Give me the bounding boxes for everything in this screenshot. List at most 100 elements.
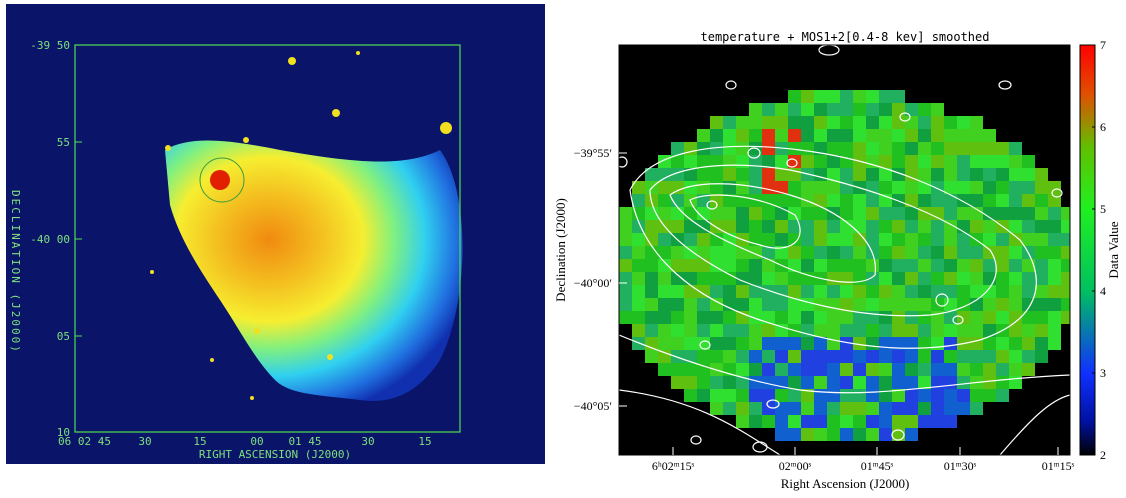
temperature-cell	[970, 285, 983, 298]
temperature-cell	[931, 246, 944, 259]
temperature-cell	[879, 155, 892, 168]
temperature-cell	[879, 168, 892, 181]
temperature-cell	[827, 324, 840, 337]
temperature-cell	[736, 324, 749, 337]
temperature-cell	[1048, 272, 1061, 285]
temperature-cell	[918, 194, 931, 207]
temperature-cell	[905, 207, 918, 220]
temperature-cell	[892, 389, 905, 402]
temperature-cell	[788, 207, 801, 220]
temperature-cell	[840, 220, 853, 233]
temperature-cell	[645, 311, 658, 324]
contours	[619, 45, 1070, 455]
temperature-cell	[788, 285, 801, 298]
temperature-cell	[931, 142, 944, 155]
temperature-cell	[814, 415, 827, 428]
temperature-cell	[814, 350, 827, 363]
x-tick-label: 15	[418, 435, 431, 448]
temperature-cell	[736, 116, 749, 129]
temperature-cell	[957, 324, 970, 337]
temperature-cell	[671, 272, 684, 285]
temperature-cell	[853, 233, 866, 246]
temperature-cell	[866, 389, 879, 402]
temperature-cell	[853, 259, 866, 272]
temperature-cell	[892, 90, 905, 103]
temperature-cell	[788, 259, 801, 272]
temperature-cell	[762, 116, 775, 129]
temperature-cell	[996, 168, 1009, 181]
colorbar-tick-label: 6	[1100, 120, 1106, 134]
temperature-cell	[970, 116, 983, 129]
temperature-cell	[931, 324, 944, 337]
temperature-cell	[1022, 324, 1035, 337]
temperature-cell	[866, 311, 879, 324]
temperature-cell	[814, 428, 827, 441]
temperature-cell	[892, 376, 905, 389]
temperature-cell	[853, 363, 866, 376]
temperature-cell	[775, 103, 788, 116]
temperature-cell	[970, 194, 983, 207]
temperature-cell	[944, 311, 957, 324]
temperature-cell	[775, 337, 788, 350]
temperature-cell	[905, 311, 918, 324]
temperature-cell	[879, 285, 892, 298]
temperature-cell	[944, 181, 957, 194]
temperature-cell	[931, 220, 944, 233]
temperature-cell	[931, 285, 944, 298]
temperature-cell	[788, 298, 801, 311]
temperature-cell	[866, 220, 879, 233]
temperature-cell	[723, 207, 736, 220]
temperature-cell	[723, 181, 736, 194]
temperature-cell	[736, 363, 749, 376]
temperature-cell	[723, 272, 736, 285]
temperature-cell	[645, 259, 658, 272]
right-frame	[618, 44, 1071, 456]
temperature-cell	[814, 285, 827, 298]
x-tick-label: 30	[361, 435, 374, 448]
temperature-cell	[983, 350, 996, 363]
temperature-cell	[970, 168, 983, 181]
temperature-cell	[762, 402, 775, 415]
temperature-cell	[710, 298, 723, 311]
temperature-cell	[853, 298, 866, 311]
temperature-cell	[931, 103, 944, 116]
temperature-cell	[684, 246, 697, 259]
temperature-cell	[931, 168, 944, 181]
temperature-cell	[619, 220, 632, 233]
temperature-cell	[983, 337, 996, 350]
temperature-cell	[645, 350, 658, 363]
temperature-cell	[788, 363, 801, 376]
temperature-cell	[892, 272, 905, 285]
temperature-cell	[905, 116, 918, 129]
temperature-cell	[775, 415, 788, 428]
temperature-cell	[879, 363, 892, 376]
temperature-cell	[866, 142, 879, 155]
temperature-cell	[905, 155, 918, 168]
temperature-cell	[1009, 155, 1022, 168]
temperature-cell	[762, 220, 775, 233]
temperature-cell	[749, 194, 762, 207]
temperature-cell	[684, 389, 697, 402]
temperature-cell	[736, 142, 749, 155]
temperature-cell	[1048, 233, 1061, 246]
temperature-cell	[1009, 337, 1022, 350]
temperature-cell	[723, 129, 736, 142]
temperature-cell	[749, 324, 762, 337]
temperature-cell	[827, 389, 840, 402]
temperature-cell	[970, 350, 983, 363]
temperature-cell	[736, 155, 749, 168]
temperature-cell	[840, 402, 853, 415]
temperature-cell	[749, 415, 762, 428]
x-tick-label: 01ᵐ15ˢ	[1042, 459, 1075, 473]
temperature-cell	[970, 402, 983, 415]
colorbar-label: Data Value	[1106, 221, 1121, 278]
temperature-cell	[710, 311, 723, 324]
temperature-cell	[866, 116, 879, 129]
temperature-cell	[996, 259, 1009, 272]
colorbar-tick-label: 5	[1100, 202, 1106, 216]
x-axis-label: Right Ascension (J2000)	[781, 476, 910, 491]
temperature-cell	[905, 324, 918, 337]
temperature-cell	[632, 181, 645, 194]
temperature-cell	[983, 389, 996, 402]
temperature-cell	[983, 298, 996, 311]
